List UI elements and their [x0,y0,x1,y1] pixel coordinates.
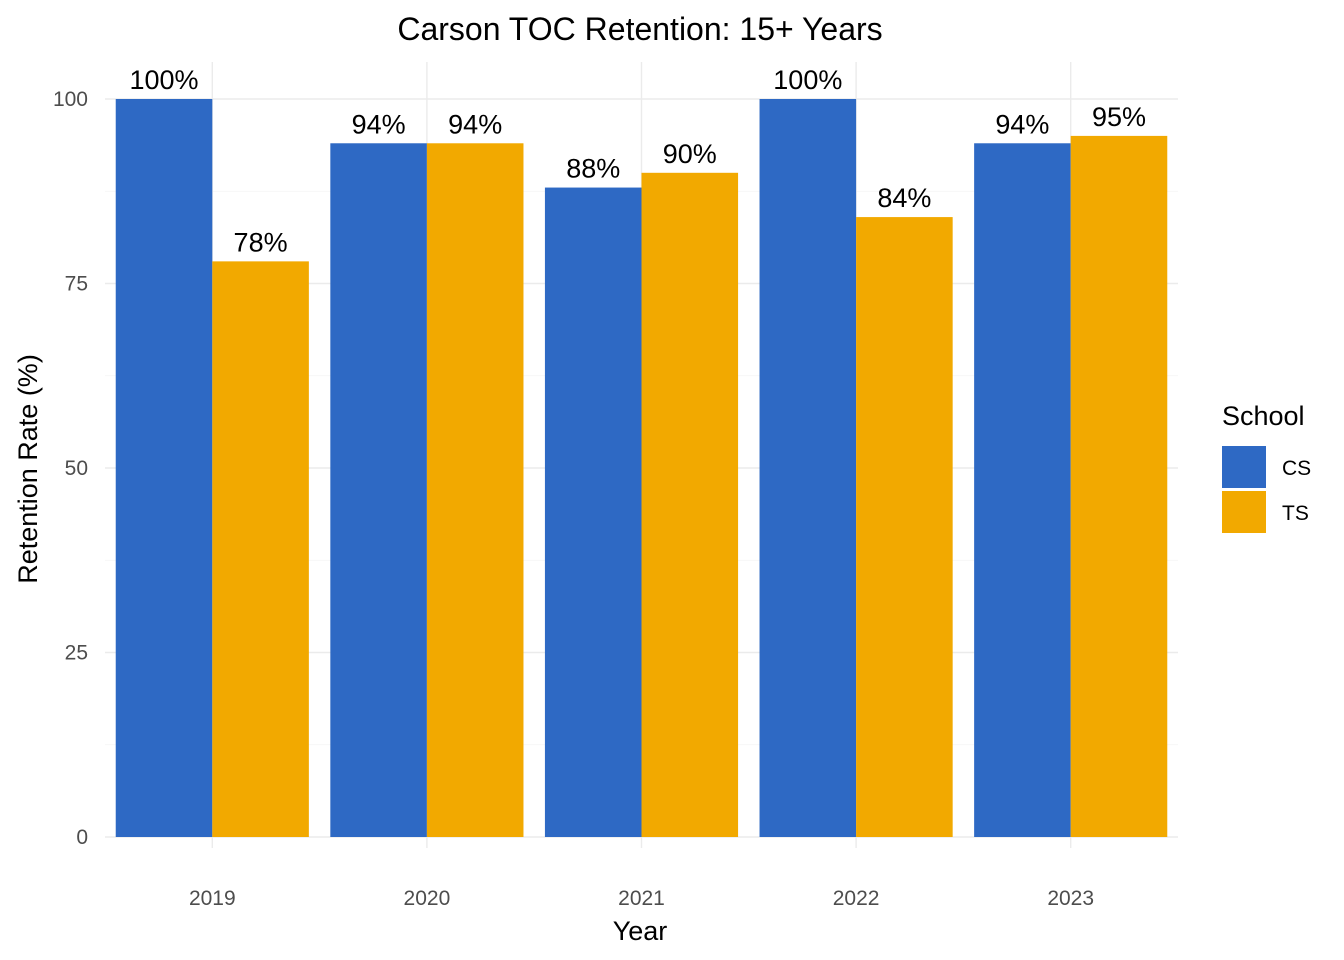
bars [115,99,1168,838]
x-tick-label: 2019 [189,887,236,910]
x-tick-label: 2020 [404,887,451,910]
data-labels: 100% 94% 88% 100% 94% 78% 94% 90% 84% 95% [129,65,1146,257]
y-tick-label: 75 [65,273,88,296]
bar-ts-2020 [426,143,524,837]
bar-cs-2022 [759,99,857,837]
y-tick-label: 0 [76,826,88,849]
bar-cs-2023 [974,143,1071,837]
data-label-cs-2023: 94% [995,109,1049,139]
y-tick-label: 100 [53,88,88,111]
data-label-cs-2019: 100% [129,65,198,95]
legend-swatch-cs [1222,446,1266,488]
data-label-ts-2020: 94% [448,109,502,139]
y-tick-label: 50 [65,457,88,480]
bar-cs-2021 [544,187,642,837]
data-label-ts-2021: 90% [663,139,717,169]
legend: School CS TS [1222,401,1311,533]
bar-ts-2021 [641,172,739,838]
y-tick-label: 25 [65,642,88,665]
data-label-ts-2019: 78% [234,227,288,257]
legend-title: School [1222,401,1305,431]
bar-cs-2020 [330,143,427,837]
x-tick-label: 2021 [618,887,665,910]
data-label-cs-2020: 94% [352,109,406,139]
y-axis-title: Retention Rate (%) [13,354,43,584]
bar-ts-2019 [212,261,309,837]
legend-label-ts: TS [1282,502,1309,525]
bar-ts-2023 [1070,135,1168,837]
chart-title: Carson TOC Retention: 15+ Years [397,11,882,47]
data-label-cs-2022: 100% [773,65,842,95]
bar-ts-2022 [856,217,953,837]
bar-cs-2019 [115,99,213,837]
x-tick-label: 2023 [1047,887,1094,910]
y-axis-ticks: 0 25 50 75 100 [53,88,88,849]
data-label-ts-2022: 84% [877,183,931,213]
legend-label-cs: CS [1282,457,1311,480]
data-label-cs-2021: 88% [566,154,620,184]
x-tick-label: 2022 [833,887,880,910]
legend-swatch-ts [1222,491,1266,533]
x-axis-title: Year [613,916,668,946]
x-axis-ticks: 2019 2020 2021 2022 2023 [189,887,1094,910]
data-label-ts-2023: 95% [1092,102,1146,132]
